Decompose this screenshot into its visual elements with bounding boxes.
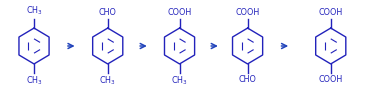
Text: CHO: CHO	[99, 8, 117, 17]
Text: $\mathregular{CH_3}$: $\mathregular{CH_3}$	[99, 75, 116, 87]
Text: COOH: COOH	[235, 8, 260, 17]
Text: COOH: COOH	[319, 8, 343, 17]
Text: CHO: CHO	[239, 75, 257, 84]
Text: $\mathregular{CH_3}$: $\mathregular{CH_3}$	[26, 5, 42, 17]
Text: $\mathregular{CH_3}$: $\mathregular{CH_3}$	[26, 75, 42, 87]
Text: $\mathregular{CH_3}$: $\mathregular{CH_3}$	[171, 75, 188, 87]
Text: COOH: COOH	[319, 75, 343, 84]
Text: COOH: COOH	[167, 8, 192, 17]
